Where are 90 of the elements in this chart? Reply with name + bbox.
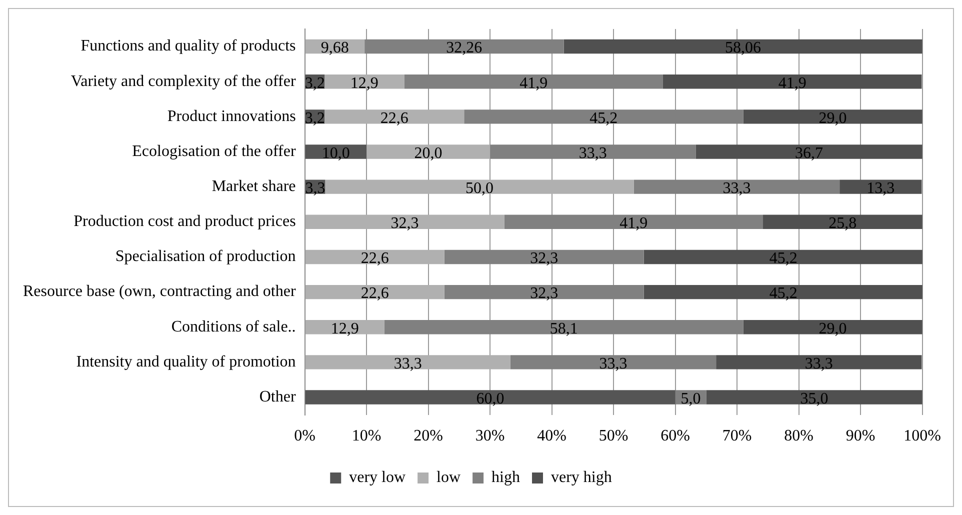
x-tick-label: 100% <box>904 428 941 445</box>
bar <box>325 180 634 194</box>
data-label: 33,3 <box>804 355 833 372</box>
data-label: 29,0 <box>818 320 847 338</box>
legend-label: very low <box>349 469 406 486</box>
x-tick-label: 30% <box>475 428 505 445</box>
data-label: 22,6 <box>360 285 389 302</box>
y-tick-label: Market share <box>212 178 296 196</box>
x-tick-label: 90% <box>846 428 876 445</box>
data-label: 32,26 <box>446 40 482 57</box>
x-tick-label: 70% <box>722 428 752 445</box>
bar <box>706 390 922 404</box>
bar <box>696 144 922 159</box>
x-tick-label: 60% <box>660 428 690 445</box>
y-tick-label: Ecologisation of the offer <box>132 142 296 160</box>
x-tick-label: 0% <box>294 428 316 445</box>
data-label: 20,0 <box>414 144 442 162</box>
bar <box>763 214 922 229</box>
data-label: 33,3 <box>394 355 422 372</box>
data-label: 58,1 <box>550 320 578 338</box>
data-label: 22,6 <box>360 250 389 268</box>
x-tick-label: 20% <box>414 428 443 445</box>
bar <box>305 284 444 300</box>
bar <box>840 180 922 194</box>
bar <box>464 110 744 124</box>
data-label: 3,3 <box>305 180 326 198</box>
data-label: 41,9 <box>620 215 648 232</box>
data-label: 45,2 <box>769 250 798 268</box>
bar <box>634 180 840 194</box>
data-label: 22,6 <box>380 110 408 127</box>
y-tick-label: Production cost and product prices <box>74 213 296 230</box>
data-label: 9,68 <box>320 40 349 57</box>
data-label: 32,3 <box>530 285 558 302</box>
y-tick-label: Functions and quality of products <box>80 38 296 55</box>
bar <box>366 144 490 159</box>
bar <box>716 355 922 370</box>
bar <box>743 110 922 124</box>
data-label: 33,3 <box>722 180 751 198</box>
data-label: 3,2 <box>304 110 325 127</box>
data-label: 10,0 <box>322 144 350 162</box>
data-label: 33,3 <box>599 355 628 372</box>
data-label: 60,0 <box>476 390 504 408</box>
bar <box>324 110 464 124</box>
bar <box>305 355 510 370</box>
data-label: 13,3 <box>866 180 895 198</box>
data-label: 35,0 <box>800 390 828 408</box>
bar <box>444 284 644 300</box>
data-label: 32,3 <box>390 215 419 232</box>
bar <box>504 214 764 229</box>
bar <box>305 214 504 229</box>
bar <box>404 74 663 89</box>
y-tick-label: Other <box>259 388 296 406</box>
legend-label: high <box>492 469 520 486</box>
bar <box>384 320 744 334</box>
bar <box>305 250 444 264</box>
data-label: 12,9 <box>350 74 378 92</box>
y-tick-label: Conditions of sale.. <box>171 318 296 336</box>
bar <box>743 320 922 334</box>
data-label: 41,9 <box>778 74 806 92</box>
data-label: 5,0 <box>680 390 701 408</box>
bar <box>305 390 676 404</box>
legend-label: low <box>436 469 461 486</box>
bar <box>364 39 564 54</box>
y-tick-label: Specialisation of production <box>115 248 296 266</box>
x-tick-label: 10% <box>352 428 382 445</box>
bar <box>662 74 922 89</box>
x-tick-label: 80% <box>784 428 814 445</box>
data-label: 41,9 <box>520 74 548 92</box>
bar <box>510 355 716 370</box>
y-tick-label: Product innovations <box>167 108 296 125</box>
y-tick-label: Variety and complexity of the offer <box>70 72 296 90</box>
bar <box>564 39 922 54</box>
data-label: 50,0 <box>466 180 494 198</box>
bar <box>490 144 696 159</box>
data-label: 25,8 <box>828 215 857 232</box>
bar <box>644 284 922 300</box>
data-label: 29,0 <box>818 110 847 127</box>
bar <box>644 250 922 264</box>
y-tick-label: Resource base (own, contracting and other <box>22 283 296 300</box>
data-label: 45,2 <box>769 285 798 302</box>
y-tick-label: Intensity and quality of promotion <box>76 353 296 370</box>
data-label: 45,2 <box>590 110 618 127</box>
x-tick-label: 40% <box>537 428 566 445</box>
x-tick-label: 50% <box>598 428 628 445</box>
data-label: 33,3 <box>578 144 607 162</box>
data-label: 3,2 <box>304 74 325 92</box>
data-label: 32,3 <box>530 250 558 268</box>
legend-label: very high <box>551 469 612 486</box>
data-label: 12,9 <box>330 320 359 338</box>
bar <box>444 250 644 264</box>
